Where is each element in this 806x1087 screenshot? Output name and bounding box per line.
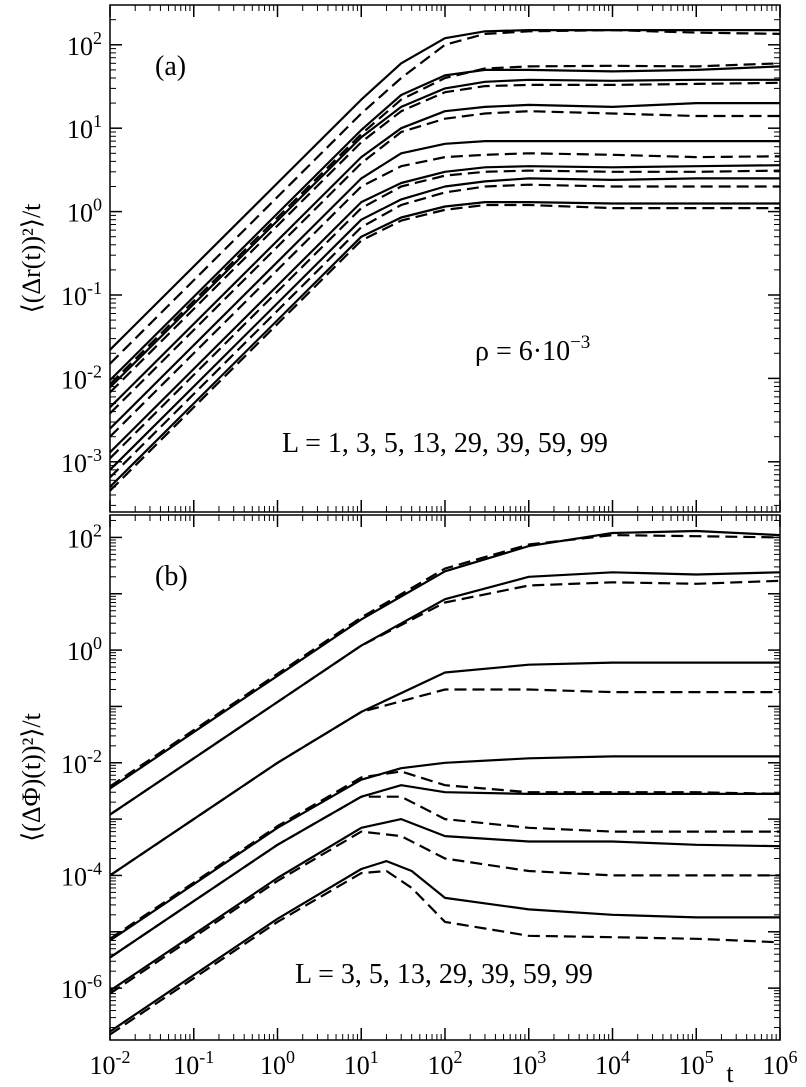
y-axis-label: ⟨(ΔΦ)(t))²⟩/t <box>17 712 46 842</box>
dashed-series-line <box>109 203 780 492</box>
solid-series-line <box>109 164 781 454</box>
length-annotation: L = 1, 3, 5, 13, 29, 39, 59, 99 <box>282 428 608 459</box>
x-tick-label: 106 <box>763 1047 798 1080</box>
solid-series-line <box>109 65 781 381</box>
x-tick-label: 101 <box>344 1047 379 1080</box>
x-tick-label: 100 <box>260 1047 295 1080</box>
dashed-series-line <box>109 29 781 365</box>
solid-series-line <box>109 201 780 488</box>
dashed-series-line <box>109 869 781 1036</box>
dashed-series-line <box>109 795 780 959</box>
dashed-series-line <box>109 81 781 394</box>
y-tick-label: 10-4 <box>61 858 102 891</box>
length-annotation: L = 3, 5, 13, 29, 39, 59, 99 <box>295 959 593 990</box>
x-tick-label: 103 <box>511 1047 546 1080</box>
y-tick-label: 102 <box>67 520 102 553</box>
dashed-series-line <box>109 770 781 940</box>
dashed-series-line <box>109 183 780 479</box>
solid-series-line <box>109 818 781 992</box>
dashed-series-line <box>109 534 781 788</box>
solid-series-line <box>109 177 780 471</box>
solid-series-line <box>109 860 780 1033</box>
solid-series-line <box>109 529 781 790</box>
solid-series-line <box>109 140 780 430</box>
y-ticks <box>110 519 780 1029</box>
x-tick-label: 105 <box>679 1047 714 1080</box>
solid-series-line <box>109 571 781 816</box>
panel-label: (a) <box>155 51 186 82</box>
density-annotation: ρ = 6·10−3 <box>475 332 590 367</box>
x-tick-label: 102 <box>428 1047 463 1080</box>
y-tick-label: 100 <box>67 195 102 228</box>
dashed-series-line <box>109 579 781 816</box>
y-tick-label: 101 <box>67 111 102 144</box>
dashed-series-line <box>109 169 781 460</box>
x-tick-label: 10-1 <box>173 1047 214 1080</box>
dashed-series-line <box>109 110 780 415</box>
panel-b: 10-6 10-4 10-2 100 102 10-2 10-1 100 101 102 103 10… <box>17 514 798 1087</box>
solid-series-line <box>109 102 780 409</box>
y-tick-label: 10-2 <box>61 361 102 394</box>
y-tick-label: 10-6 <box>61 971 102 1004</box>
panel-a: 10-3 10-2 10-1 100 101 102 (a) ⟨(Δr(t))²⟩/t ρ = … <box>17 4 781 513</box>
solid-series-line <box>109 78 780 389</box>
y-tick-label: 102 <box>67 28 102 61</box>
x-tick-label: 10-2 <box>90 1047 131 1080</box>
dashed-series-line <box>109 152 781 438</box>
dashed-series-line <box>109 62 781 386</box>
dashed-series-line <box>109 830 780 995</box>
y-axis-label: ⟨(Δr(t))²⟩/t <box>17 203 46 314</box>
series-group <box>109 29 781 492</box>
y-tick-label: 100 <box>67 633 102 666</box>
solid-series-line <box>109 755 780 942</box>
solid-series-line <box>109 29 780 351</box>
x-ticks <box>109 5 781 512</box>
series-group <box>109 529 781 1036</box>
x-ticks <box>109 515 781 1040</box>
y-tick-label: 10-3 <box>61 445 102 478</box>
panel-label: (b) <box>155 561 188 592</box>
solid-series-line <box>109 784 780 959</box>
y-tick-label: 10-1 <box>61 278 102 311</box>
dashed-series-line <box>109 688 780 877</box>
x-tick-label: 104 <box>595 1047 630 1080</box>
y-tick-label: 10-2 <box>61 746 102 779</box>
x-axis-label: t <box>726 1059 734 1087</box>
